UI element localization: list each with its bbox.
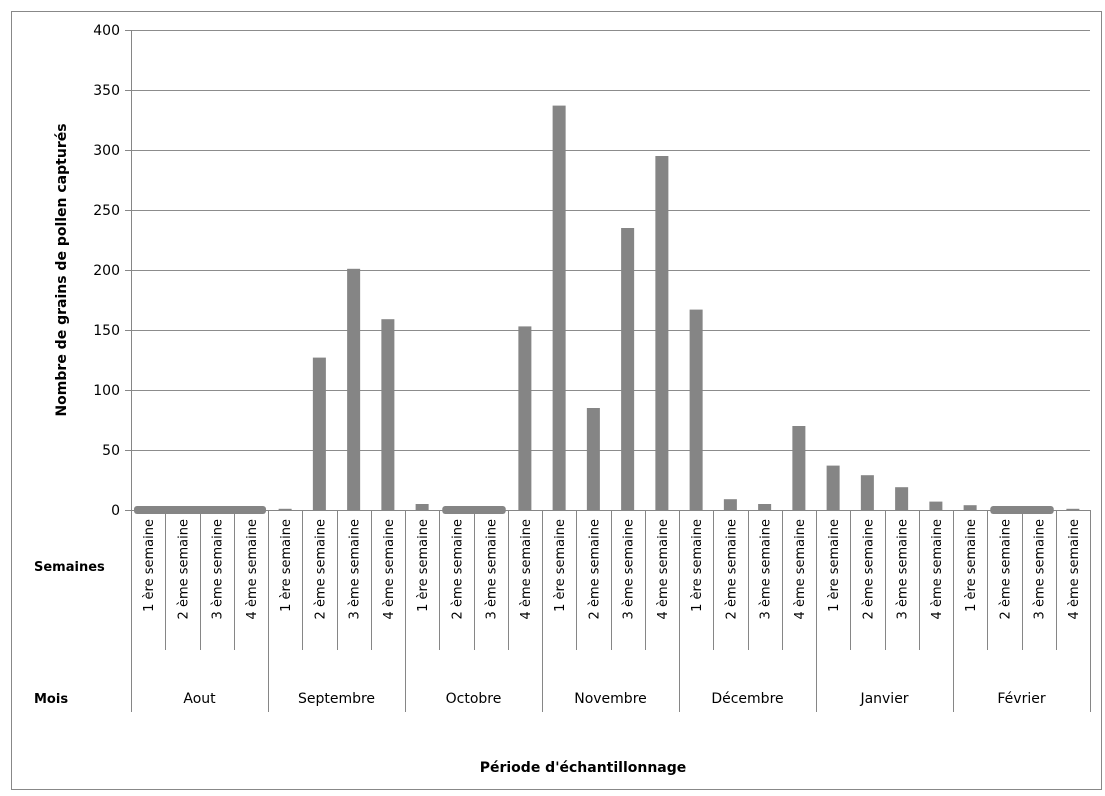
bar [963,505,977,510]
bar [895,487,909,510]
weeks-row-label: Semaines [34,560,105,575]
x-tick-label: 3 ème semaine [211,519,226,619]
month-label: Décembre [711,691,783,707]
bar [552,105,566,510]
x-tick-label: 4 ème semaine [930,519,945,619]
x-tick-label: 1 ère semaine [553,519,568,612]
bar [415,504,429,510]
bar [312,357,326,510]
x-tick-label: 4 ème semaine [656,519,671,619]
bar [689,309,703,510]
x-tick-label: 3 ème semaine [1033,519,1048,619]
axes [125,30,1091,712]
x-tick-labels: 1 ère semaine 2 ème semaine 3 ème semaine 4… [142,519,1082,619]
bar [1066,508,1080,510]
month-labels: Aout Septembre Octobre Novembre Décembre Janv… [183,691,1045,707]
gridlines [131,30,1090,451]
x-tick-label: 2 ème semaine [724,519,739,619]
month-label: Novembre [574,691,647,707]
y-tick-label: 0 [111,503,120,519]
y-tick-label: 50 [102,443,120,459]
x-tick-label: 1 ère semaine [416,519,431,612]
y-tick-label: 200 [93,263,120,279]
y-axis-title: Nombre de grains de pollen capturés [54,123,70,416]
month-label: Février [997,691,1045,707]
x-tick-label: 1 ère semaine [279,519,294,612]
months-row-label: Mois [34,692,68,707]
bar [518,326,532,510]
bar [929,501,943,510]
x-tick-label: 4 ème semaine [1067,519,1082,619]
x-tick-label: 1 ère semaine [827,519,842,612]
bar [826,465,840,510]
x-tick-label: 3 ème semaine [348,519,363,619]
month-label: Septembre [298,691,375,707]
x-tick-label: 2 ème semaine [450,519,465,619]
y-tick-label: 100 [93,383,120,399]
x-tick-label: 1 ère semaine [690,519,705,612]
x-tick-label: 2 ème semaine [587,519,602,619]
x-tick-label: 2 ème semaine [176,519,191,619]
y-tick-labels: 0 50 100 150 200 250 300 350 400 [93,23,120,519]
y-tick-label: 400 [93,23,120,39]
bar [278,508,292,510]
month-label: Aout [183,691,216,707]
bars [134,105,1080,514]
x-tick-label: 3 ème semaine [759,519,774,619]
bar [381,319,395,510]
x-tick-label: 4 ème semaine [382,519,397,619]
bar [586,408,600,510]
bar [758,504,772,510]
x-tick-label: 3 ème semaine [896,519,911,619]
x-axis-title: Période d'échantillonnage [480,760,687,776]
x-tick-label: 1 ère semaine [964,519,979,612]
bar [860,475,874,510]
x-tick-label: 4 ème semaine [519,519,534,619]
month-label: Octobre [446,691,502,707]
x-tick-label: 3 ème semaine [485,519,500,619]
y-tick-label: 250 [93,203,120,219]
bar [347,268,361,510]
x-tick-label: 3 ème semaine [622,519,637,619]
bar [792,426,806,510]
x-tick-label: 2 ème semaine [313,519,328,619]
bar [723,499,737,510]
x-tick-label: 1 ère semaine [142,519,157,612]
y-tick-label: 350 [93,83,120,99]
bar [621,228,635,510]
x-tick-label: 4 ème semaine [793,519,808,619]
y-tick-label: 150 [93,323,120,339]
y-tick-label: 300 [93,143,120,159]
x-tick-label: 2 ème semaine [998,519,1013,619]
bar [655,156,669,510]
x-tick-label: 2 ème semaine [861,519,876,619]
x-tick-label: 4 ème semaine [245,519,260,619]
month-label: Janvier [859,691,908,707]
